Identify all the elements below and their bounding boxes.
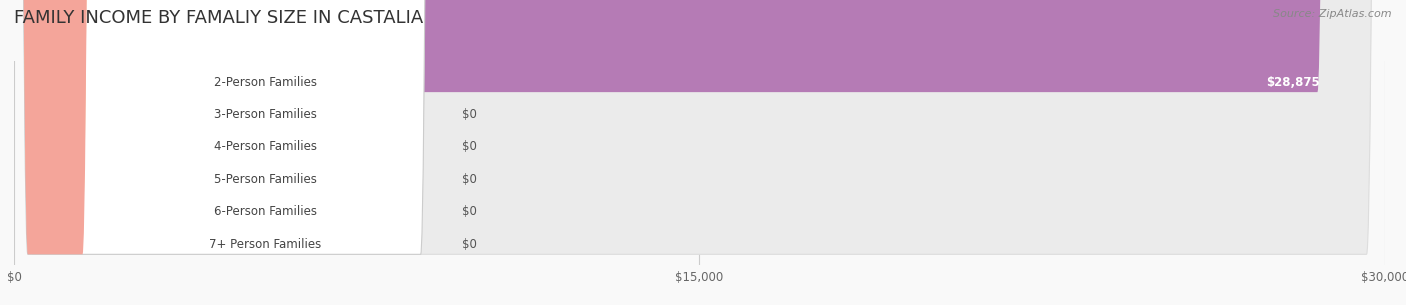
Text: $28,875: $28,875 bbox=[1265, 76, 1320, 88]
Text: 2-Person Families: 2-Person Families bbox=[214, 76, 316, 88]
FancyBboxPatch shape bbox=[14, 0, 1385, 124]
FancyBboxPatch shape bbox=[14, 0, 1385, 157]
Text: FAMILY INCOME BY FAMALIY SIZE IN CASTALIA: FAMILY INCOME BY FAMALIY SIZE IN CASTALI… bbox=[14, 9, 423, 27]
FancyBboxPatch shape bbox=[14, 0, 1385, 254]
FancyBboxPatch shape bbox=[14, 0, 434, 124]
FancyBboxPatch shape bbox=[14, 0, 96, 157]
FancyBboxPatch shape bbox=[14, 0, 434, 254]
Text: $0: $0 bbox=[463, 205, 477, 218]
FancyBboxPatch shape bbox=[14, 0, 434, 222]
FancyBboxPatch shape bbox=[14, 0, 96, 254]
FancyBboxPatch shape bbox=[14, 0, 434, 189]
Text: $0: $0 bbox=[463, 108, 477, 121]
Text: Source: ZipAtlas.com: Source: ZipAtlas.com bbox=[1274, 9, 1392, 19]
FancyBboxPatch shape bbox=[14, 0, 96, 124]
Text: 4-Person Families: 4-Person Families bbox=[214, 141, 316, 153]
FancyBboxPatch shape bbox=[14, 0, 1385, 222]
Text: 5-Person Families: 5-Person Families bbox=[214, 173, 316, 186]
Text: 3-Person Families: 3-Person Families bbox=[214, 108, 316, 121]
FancyBboxPatch shape bbox=[14, 0, 434, 157]
FancyBboxPatch shape bbox=[14, 0, 96, 92]
FancyBboxPatch shape bbox=[14, 0, 96, 222]
FancyBboxPatch shape bbox=[14, 0, 96, 189]
Text: 7+ Person Families: 7+ Person Families bbox=[209, 238, 322, 251]
Text: $0: $0 bbox=[463, 141, 477, 153]
FancyBboxPatch shape bbox=[14, 0, 1333, 92]
FancyBboxPatch shape bbox=[14, 0, 1385, 92]
FancyBboxPatch shape bbox=[14, 0, 434, 92]
Text: $0: $0 bbox=[463, 238, 477, 251]
FancyBboxPatch shape bbox=[14, 0, 1385, 189]
Text: $0: $0 bbox=[463, 173, 477, 186]
Text: 6-Person Families: 6-Person Families bbox=[214, 205, 316, 218]
